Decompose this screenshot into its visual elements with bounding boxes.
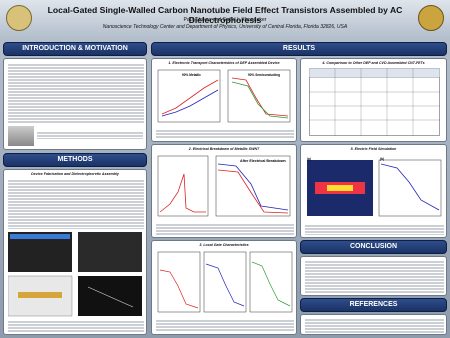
section-header: REFERENCES bbox=[300, 298, 447, 312]
results-panel: 5. Electric Field Simulation (a) (b) bbox=[300, 144, 447, 238]
plot-label: 90% Semiconducting bbox=[248, 73, 281, 77]
logo-left bbox=[6, 5, 32, 31]
curve bbox=[159, 269, 199, 309]
plots bbox=[157, 69, 291, 123]
plot-label: 90% Metallic bbox=[182, 73, 201, 77]
plot-frame bbox=[157, 251, 201, 313]
intro-panel bbox=[3, 58, 147, 150]
sem-image bbox=[78, 276, 142, 316]
electrode bbox=[18, 292, 62, 298]
panel-label: (b) bbox=[380, 157, 385, 161]
plot-frame bbox=[227, 69, 291, 123]
results-panel: 1. Electronic Transport Characteristics … bbox=[151, 58, 297, 142]
section-header: INTRODUCTION & MOTIVATION bbox=[3, 42, 147, 56]
panel-title: Device Fabrication and Dielectrophoretic… bbox=[31, 172, 119, 176]
section-header: METHODS bbox=[3, 153, 147, 167]
methods-text bbox=[8, 179, 144, 229]
caption bbox=[156, 223, 294, 235]
plot-frame bbox=[157, 155, 209, 217]
plots bbox=[157, 155, 291, 217]
section-header: CONCLUSION bbox=[300, 240, 447, 254]
panel-title: 2. Electrical Breakdown of Metallic SWNT bbox=[188, 147, 260, 151]
plots bbox=[157, 251, 293, 313]
methods-panel: Device Fabrication and Dielectrophoretic… bbox=[3, 169, 147, 335]
curve bbox=[231, 81, 289, 119]
references-text bbox=[305, 318, 444, 333]
caption bbox=[8, 320, 144, 332]
curve bbox=[217, 163, 289, 211]
comparison-table bbox=[309, 68, 440, 136]
methods-figure bbox=[8, 232, 142, 317]
nanotube bbox=[87, 286, 134, 308]
table-grid bbox=[309, 68, 440, 136]
curve bbox=[161, 79, 219, 115]
conclusion-panel bbox=[300, 256, 447, 296]
field-map bbox=[327, 185, 353, 191]
curve bbox=[231, 77, 289, 117]
panel-title: 1. Electronic Transport Characteristics … bbox=[168, 61, 280, 65]
curve bbox=[205, 263, 245, 307]
section-header: RESULTS bbox=[151, 42, 447, 56]
conclusion-text bbox=[305, 260, 444, 294]
panel-title: 3. Local Gate Characteristics bbox=[199, 243, 249, 247]
curve bbox=[251, 261, 291, 307]
curve bbox=[159, 173, 206, 213]
logo-right bbox=[418, 5, 444, 31]
layer bbox=[10, 234, 70, 239]
references-panel bbox=[300, 314, 447, 335]
plot-frame bbox=[249, 251, 293, 313]
plot-label: After Electrical Breakdown bbox=[240, 159, 286, 163]
caption bbox=[305, 224, 444, 235]
curve bbox=[380, 163, 440, 211]
panel-label: (a) bbox=[307, 157, 311, 161]
authors: Paul Stokes and Saiful I. Khondaker bbox=[183, 17, 267, 23]
table-head bbox=[309, 68, 440, 78]
results-panel: 3. Local Gate Characteristics bbox=[151, 240, 297, 335]
intro-text bbox=[8, 63, 144, 123]
curve bbox=[161, 89, 219, 117]
table-frame bbox=[309, 68, 440, 136]
header: Local-Gated Single-Walled Carbon Nanotub… bbox=[0, 0, 450, 38]
results-panel: 4. Comparison to Other DEP and CVD Assem… bbox=[300, 58, 447, 142]
caption bbox=[156, 129, 294, 139]
plot-frame bbox=[157, 69, 221, 123]
plot-frame bbox=[203, 251, 247, 313]
affiliation: Nanoscience Technology Center and Depart… bbox=[102, 24, 348, 30]
plot-frame bbox=[215, 155, 291, 217]
plot-frame bbox=[378, 159, 442, 217]
results-panel: 2. Electrical Breakdown of Metallic SWNT… bbox=[151, 144, 297, 238]
title: Local-Gated Single-Walled Carbon Nanotub… bbox=[47, 5, 403, 25]
figure bbox=[8, 126, 34, 146]
plots bbox=[307, 159, 442, 217]
sem-image bbox=[78, 232, 142, 272]
caption bbox=[37, 131, 143, 139]
panel-title: 4. Comparison to Other DEP and CVD Assem… bbox=[322, 61, 425, 65]
panel-title: 5. Electric Field Simulation bbox=[350, 147, 397, 151]
curve bbox=[217, 169, 289, 214]
caption bbox=[156, 319, 294, 332]
